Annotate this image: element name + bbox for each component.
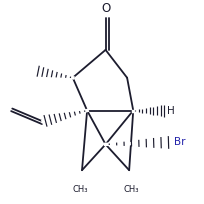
Text: Br: Br [173, 137, 184, 147]
Text: CH₃: CH₃ [123, 185, 138, 194]
Text: CH₃: CH₃ [72, 185, 87, 194]
Text: O: O [100, 2, 110, 15]
Text: H: H [166, 105, 174, 115]
